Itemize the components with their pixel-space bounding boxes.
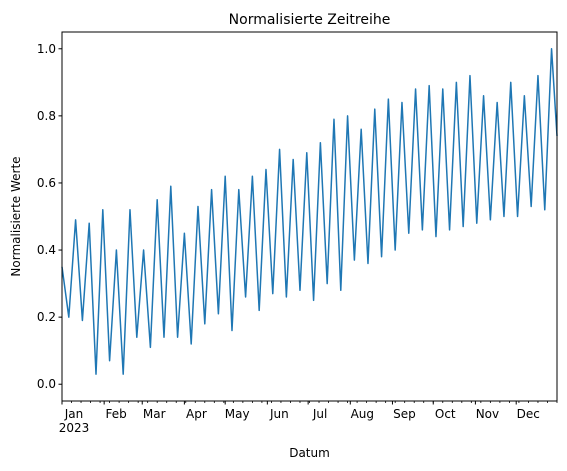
x-axis-label: Datum: [289, 446, 330, 460]
x-tick-label: Dec: [517, 407, 540, 421]
y-axis: 0.0 0.2 0.4 0.6 0.8 1.0: [37, 42, 62, 391]
x-tick-label: Jan: [64, 407, 84, 421]
y-tick-label: 0.6: [37, 176, 56, 190]
x-tick-label: Apr: [186, 407, 207, 421]
y-axis-label: Normalisierte Werte: [9, 156, 23, 276]
x-tick-label: Nov: [476, 407, 499, 421]
chart-title: Normalisierte Zeitreihe: [229, 12, 391, 28]
series-line-0: [61, 48, 558, 375]
y-tick-label: 0.2: [37, 310, 56, 324]
plot-area: [61, 48, 558, 375]
y-tick-label: 0.4: [37, 243, 56, 257]
x-tick-label: May: [225, 407, 250, 421]
x-tick-label: Jun: [269, 407, 289, 421]
y-tick-label: 0.8: [37, 109, 56, 123]
x-tick-label: Mar: [143, 407, 166, 421]
x-tick-label: Oct: [435, 407, 456, 421]
y-tick-label: 0.0: [37, 377, 56, 391]
x-tick-label: Jul: [312, 407, 327, 421]
y-tick-label: 1.0: [37, 42, 56, 56]
x-tick-label: Aug: [351, 407, 374, 421]
x-tick-label: Sep: [393, 407, 416, 421]
x-tick-year-label: 2023: [59, 421, 90, 435]
x-tick-label: Feb: [106, 407, 127, 421]
